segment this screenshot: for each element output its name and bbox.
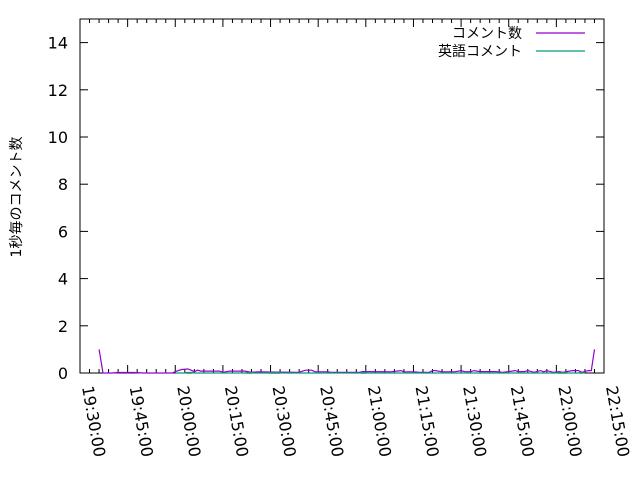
y-tick-label: 14 — [48, 34, 68, 53]
y-axis-label: 1秒毎のコメント数 — [9, 137, 25, 258]
x-tick-label: 20:30:00 — [269, 384, 300, 458]
x-tick-label: 20:45:00 — [316, 384, 347, 458]
plot-border — [79, 18, 605, 374]
y-tick-label: 4 — [58, 270, 68, 289]
x-tick-label: 21:30:00 — [459, 384, 490, 458]
series-line-0 — [98, 349, 596, 374]
x-tick-label: 19:30:00 — [78, 384, 109, 458]
y-tick-label: 2 — [58, 317, 68, 336]
x-tick-label: 21:45:00 — [507, 384, 538, 458]
legend: コメント数 英語コメント — [438, 26, 585, 60]
y-tick-label: 6 — [58, 222, 68, 241]
x-tick-label: 20:00:00 — [173, 384, 204, 458]
series-lines — [98, 349, 596, 374]
plot-area — [79, 18, 605, 374]
y-tick-label: 12 — [48, 81, 68, 100]
x-tick-label: 20:15:00 — [221, 384, 252, 458]
series-line-1 — [175, 371, 585, 374]
x-axis: 19:30:00 19:45:00 20:00:00 20:15:00 20:30:00… — [78, 19, 633, 458]
y-tick-label: 10 — [48, 128, 68, 147]
x-tick-label: 22:00:00 — [554, 384, 585, 458]
x-tick-label: 19:45:00 — [126, 384, 157, 458]
y-tick-label: 0 — [58, 364, 68, 383]
x-tick-label: 21:15:00 — [412, 384, 443, 458]
y-tick-label: 8 — [58, 175, 68, 194]
x-tick-label: 22:15:00 — [602, 384, 633, 458]
y-axis: 0 2 4 6 8 10 12 14 — [48, 34, 604, 383]
legend-label-1: 英語コメント — [438, 43, 522, 60]
legend-label-0: コメント数 — [452, 26, 522, 42]
x-tick-label: 21:00:00 — [364, 384, 395, 458]
